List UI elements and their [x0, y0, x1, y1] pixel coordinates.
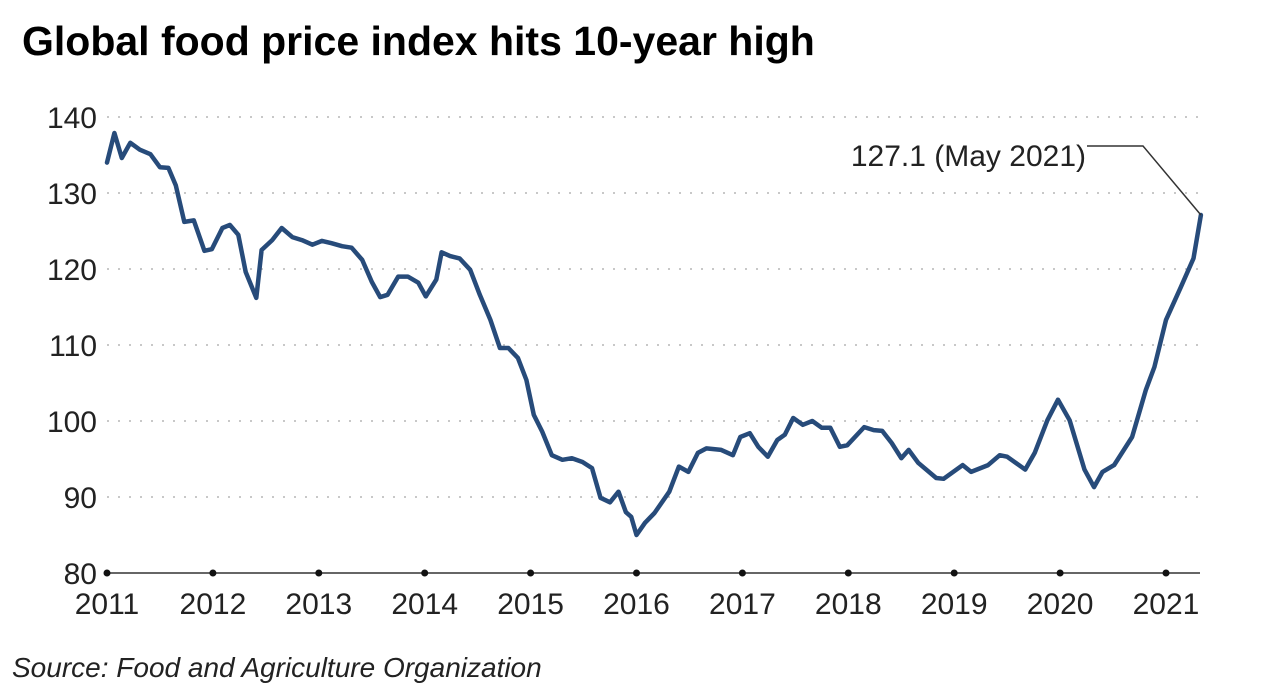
series-line-food-price-index — [104, 130, 1204, 538]
y-axis: 80 90 100 110 120 130 140 — [47, 102, 97, 591]
x-tick-dot — [209, 569, 217, 577]
y-tick-label: 140 — [47, 102, 97, 135]
x-tick-label: 2020 — [1027, 588, 1094, 621]
annotation-label: 127.1 (May 2021) — [851, 140, 1086, 173]
x-tick-label: 2012 — [180, 588, 247, 621]
y-tick-label: 120 — [47, 254, 97, 287]
x-tick-dot — [527, 569, 535, 577]
y-tick-label: 80 — [64, 558, 97, 591]
x-tick-label: 2014 — [391, 588, 458, 621]
y-tick-label: 130 — [47, 178, 97, 211]
x-tick-dot — [103, 569, 111, 577]
x-tick-dot — [421, 569, 429, 577]
x-tick-label: 2016 — [603, 588, 670, 621]
annotation-leader-line — [1087, 145, 1202, 216]
x-tick-dot — [315, 569, 323, 577]
y-tick-label: 110 — [49, 330, 97, 363]
x-tick-dot — [633, 569, 640, 577]
x-tick-dot — [738, 569, 746, 577]
x-tick-label: 2021 — [1133, 588, 1200, 621]
x-tick-label: 2018 — [815, 588, 882, 621]
gridlines — [107, 116, 1200, 574]
x-axis: 2011 2012 2013 2014 2015 2016 2017 2018 2019 2020… — [75, 569, 1200, 621]
y-tick-label: 100 — [47, 406, 97, 439]
x-tick-dot — [1162, 569, 1170, 577]
x-tick-label: 2013 — [285, 588, 352, 621]
x-tick-dot — [844, 569, 852, 577]
x-tick-label: 2015 — [497, 588, 564, 621]
x-tick-label: 2017 — [709, 588, 776, 621]
x-tick-label: 2019 — [921, 588, 988, 621]
y-tick-label: 90 — [64, 482, 97, 515]
x-tick-dot — [950, 569, 958, 577]
chart-title: Global food price index hits 10-year hig… — [22, 18, 815, 64]
x-tick-label: 2011 — [75, 588, 140, 621]
source-note: Source: Food and Agriculture Organizatio… — [12, 652, 542, 683]
x-tick-dot — [1056, 569, 1064, 577]
